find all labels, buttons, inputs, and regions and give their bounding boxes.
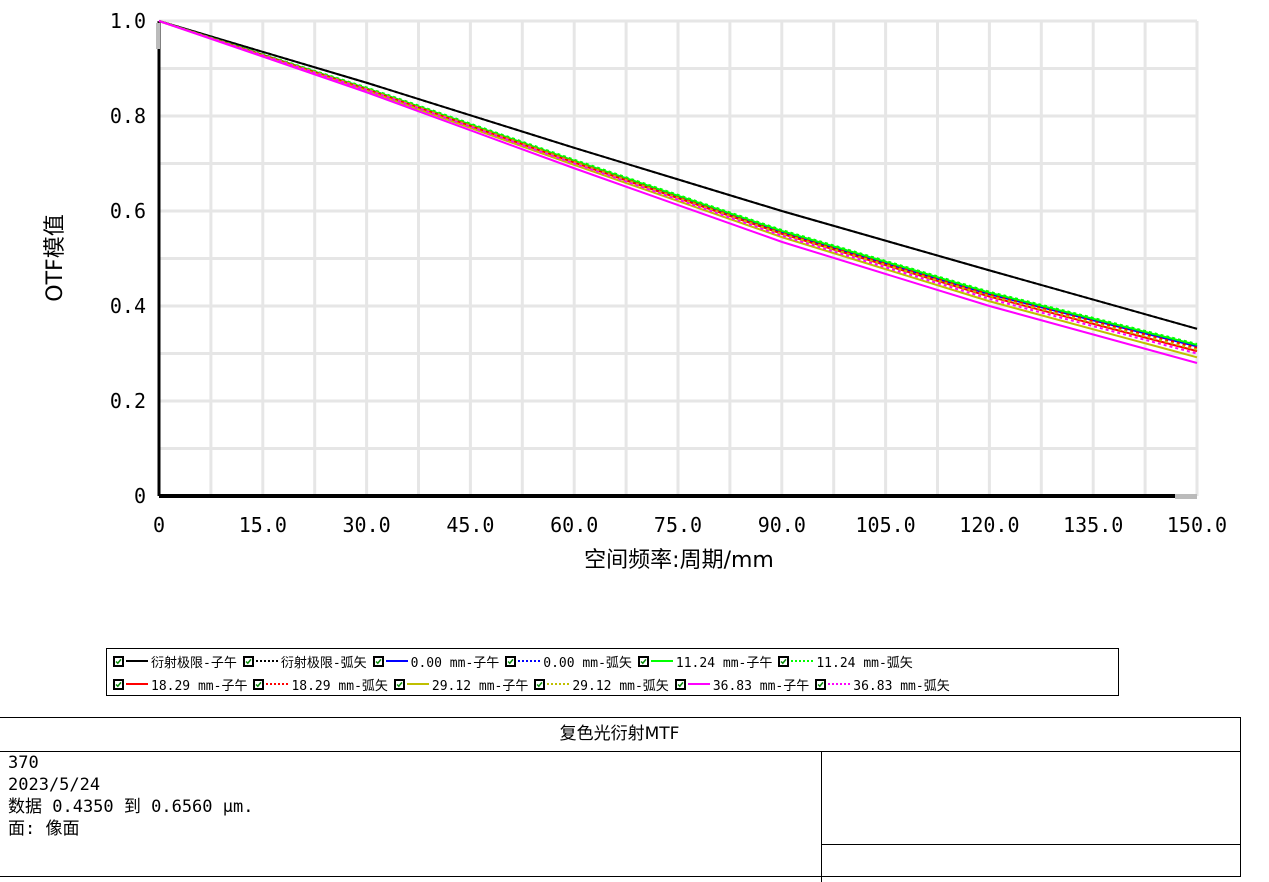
legend-item[interactable]: 0.00 mm-子午 — [372, 650, 500, 672]
legend-item[interactable]: 11.24 mm-弧矢 — [778, 650, 913, 672]
legend-item[interactable]: 29.12 mm-弧矢 — [534, 673, 669, 695]
checkbox-checked-icon[interactable] — [505, 655, 517, 667]
y-tick-labels: 0 0.2 0.4 0.6 0.8 1.0 — [110, 9, 146, 508]
legend-item[interactable]: 衍射极限-子午 — [113, 650, 237, 672]
series-line — [158, 20, 1198, 330]
legend-item[interactable]: 18.29 mm-子午 — [113, 673, 247, 695]
legend-label: 36.83 mm-弧矢 — [853, 678, 950, 694]
x-tick-label: 105.0 — [855, 513, 915, 537]
info-line: 数据 0.4350 到 0.6560 μm. — [8, 797, 254, 817]
legend-line-sample — [126, 683, 148, 685]
checkbox-checked-icon[interactable] — [242, 655, 254, 667]
legend-label: 0.00 mm-弧矢 — [543, 655, 632, 671]
checkbox-checked-icon[interactable] — [372, 655, 384, 667]
x-tick-label: 15.0 — [239, 513, 287, 537]
info-line: 面: 像面 — [8, 819, 80, 839]
checkbox-checked-icon[interactable] — [637, 655, 649, 667]
x-tick-label: 75.0 — [654, 513, 702, 537]
info-title: 复色光衍射MTF — [0, 718, 1240, 752]
series-line — [158, 20, 1198, 355]
checkbox-checked-icon[interactable] — [253, 678, 265, 690]
legend-item[interactable]: 0.00 mm-弧矢 — [505, 650, 632, 672]
legend-label: 18.29 mm-子午 — [151, 678, 248, 694]
legend-label: 11.24 mm-子午 — [675, 655, 773, 671]
legend-label: 11.24 mm-弧矢 — [816, 655, 913, 671]
x-tick-label: 45.0 — [446, 513, 494, 537]
scroll-handle — [1175, 494, 1197, 499]
legend-line-sample — [828, 683, 851, 685]
legend-row: 衍射极限-子午 衍射极限-弧矢 0.00 mm-子午 0.00 mm-弧矢 11.24 … — [107, 650, 1118, 672]
chart-legend: 衍射极限-子午 衍射极限-弧矢 0.00 mm-子午 0.00 mm-弧矢 11.24 … — [106, 648, 1119, 696]
legend-line-sample — [650, 660, 673, 662]
checkbox-checked-icon[interactable] — [113, 655, 124, 667]
checkbox-checked-icon[interactable] — [674, 678, 686, 690]
mtf-chart: 0 15.0 30.0 45.0 60.0 75.0 90.0 105.0 120.0 135.0… — [43, 9, 1227, 573]
legend-label: 衍射极限-弧矢 — [280, 655, 367, 671]
legend-item[interactable]: 29.12 mm-子午 — [393, 673, 529, 695]
x-tick-label: 60.0 — [550, 513, 598, 537]
legend-row: 18.29 mm-子午 18.29 mm-弧矢 29.12 mm-子午 29.12 m… — [107, 673, 1118, 695]
y-tick-label: 0.8 — [110, 104, 146, 128]
info-line: 370 — [8, 753, 39, 773]
y-tick-label: 1.0 — [110, 9, 146, 33]
series-line — [158, 20, 1198, 345]
info-text-block: 370 2023/5/24 数据 0.4350 到 0.6560 μm. 面: … — [0, 752, 822, 882]
legend-line-sample — [126, 660, 148, 662]
x-tick-label: 30.0 — [343, 513, 391, 537]
info-panel: 复色光衍射MTF 370 2023/5/24 数据 0.4350 到 0.656… — [0, 717, 1241, 882]
y-tick-label: 0.6 — [110, 199, 146, 223]
legend-label: 29.12 mm-子午 — [431, 678, 529, 694]
divider — [822, 844, 1240, 845]
legend-label: 0.00 mm-子午 — [410, 655, 500, 671]
legend-line-sample — [791, 660, 814, 662]
legend-label: 18.29 mm-弧矢 — [291, 678, 388, 694]
legend-line-sample — [406, 683, 429, 685]
checkbox-checked-icon[interactable] — [113, 678, 124, 690]
x-tick-label: 0 — [153, 513, 165, 537]
checkbox-checked-icon[interactable] — [393, 678, 405, 690]
legend-item[interactable]: 36.83 mm-弧矢 — [815, 673, 950, 695]
legend-item[interactable]: 11.24 mm-子午 — [637, 650, 773, 672]
legend-line-sample — [255, 660, 278, 662]
scroll-handle — [156, 23, 160, 49]
chart-grid — [157, 19, 1199, 498]
info-right-cell — [822, 752, 1240, 882]
chart-series — [158, 20, 1198, 364]
legend-item[interactable]: 36.83 mm-子午 — [674, 673, 810, 695]
series-line — [158, 20, 1198, 364]
legend-line-sample — [518, 660, 541, 662]
checkbox-checked-icon[interactable] — [534, 678, 546, 690]
x-axis-label: 空间频率:周期/mm — [584, 548, 774, 573]
legend-label: 衍射极限-子午 — [151, 655, 237, 671]
legend-item[interactable]: 18.29 mm-弧矢 — [253, 673, 388, 695]
x-tick-label: 120.0 — [959, 513, 1019, 537]
x-tick-label: 90.0 — [758, 513, 806, 537]
x-tick-label: 150.0 — [1167, 513, 1227, 537]
legend-line-sample — [385, 660, 408, 662]
x-tick-label: 135.0 — [1063, 513, 1123, 537]
y-tick-label: 0 — [134, 484, 146, 508]
legend-line-sample — [266, 683, 289, 685]
legend-line-sample — [547, 683, 570, 685]
y-tick-label: 0.4 — [110, 294, 146, 318]
checkbox-checked-icon[interactable] — [778, 655, 790, 667]
y-axis-label: OTF模值 — [43, 214, 68, 301]
info-line: 2023/5/24 — [8, 775, 101, 795]
chart-axes — [156, 21, 1197, 499]
checkbox-checked-icon[interactable] — [815, 678, 827, 690]
y-tick-label: 0.2 — [110, 389, 146, 413]
legend-label: 29.12 mm-弧矢 — [572, 678, 669, 694]
legend-line-sample — [687, 683, 710, 685]
legend-item[interactable]: 衍射极限-弧矢 — [242, 650, 367, 672]
x-tick-labels: 0 15.0 30.0 45.0 60.0 75.0 90.0 105.0 120.0 135.0… — [153, 513, 1227, 537]
legend-label: 36.83 mm-子午 — [712, 678, 810, 694]
